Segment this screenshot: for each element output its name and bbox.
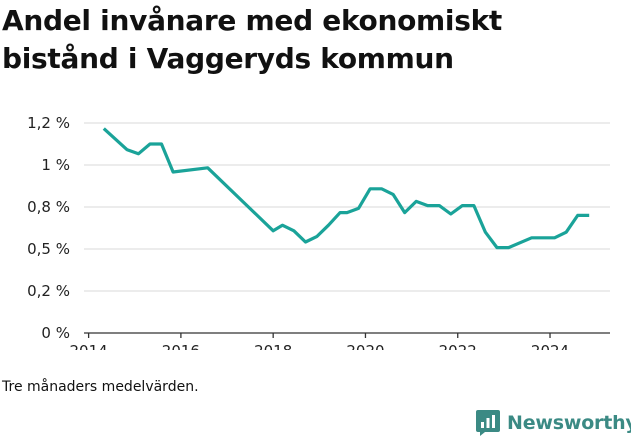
x-tick-label: 2018 (254, 342, 292, 350)
y-tick-label: 0 % (41, 324, 70, 342)
footnote: Tre månaders medelvärden. (2, 379, 199, 395)
y-tick-label: 0,5 % (27, 240, 70, 258)
series-layer (102, 127, 590, 250)
x-axis (84, 332, 610, 338)
x-tick-label: 2024 (531, 342, 569, 350)
y-tick-label: 1,2 % (27, 114, 70, 132)
x-tick-label: 2016 (162, 342, 200, 350)
line-chart: 0 %0,2 %0,5 %0,8 %1 %1,2 % 2014201620182… (27, 114, 610, 350)
series-line (102, 127, 590, 250)
x-tick-label: 2022 (439, 342, 477, 350)
chart-title: Andel invånare med ekonomiskt bistånd i … (2, 4, 503, 75)
x-tick-label: 2014 (70, 342, 108, 350)
brand-name: Newsworthy (507, 412, 631, 434)
brand[interactable]: Newsworthy (476, 408, 631, 438)
y-tick-label: 0,2 % (27, 282, 70, 300)
x-axis-labels: 2014 2016 2018 2020 2022 2024 (70, 342, 570, 350)
x-tick-label: 2020 (346, 342, 384, 350)
y-tick-label: 1 % (41, 156, 70, 174)
newsworthy-logo-icon (476, 410, 500, 436)
y-axis-labels: 0 % 0,2 % 0,5 % 0,8 % 1 % 1,2 % (27, 114, 70, 342)
y-tick-label: 0,8 % (27, 198, 70, 216)
